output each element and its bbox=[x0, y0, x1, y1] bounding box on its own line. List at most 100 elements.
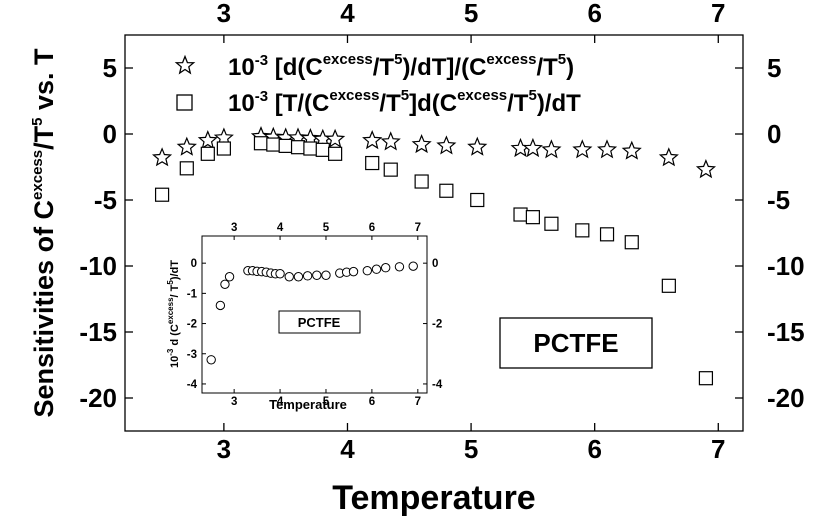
data-point-square bbox=[328, 146, 343, 161]
main-y-tick-label: 0 bbox=[103, 119, 117, 149]
data-point-star bbox=[467, 136, 488, 156]
inset-x-tick-label: 7 bbox=[415, 396, 421, 408]
data-point-square bbox=[303, 141, 318, 156]
data-point-square bbox=[575, 223, 590, 238]
data-point-star bbox=[572, 139, 593, 159]
inset-x-axis-label: Temperature bbox=[269, 397, 347, 412]
legend-square-marker bbox=[176, 94, 193, 111]
data-point-square bbox=[253, 136, 269, 151]
inset-data-point-circle bbox=[321, 270, 331, 280]
data-point-star bbox=[411, 134, 432, 154]
data-point-square bbox=[179, 161, 194, 176]
inset-data-point-circle bbox=[206, 355, 216, 365]
data-point-square bbox=[599, 227, 615, 242]
data-point-square bbox=[661, 278, 676, 293]
inset-y-tick-label-right: -4 bbox=[432, 379, 443, 391]
inset-data-point-circle bbox=[293, 272, 304, 282]
data-point-star bbox=[621, 140, 642, 160]
inset-annotation-label: PCTFE bbox=[298, 315, 341, 330]
inset-y-tick-label-right: -2 bbox=[432, 319, 442, 331]
data-point-square bbox=[544, 216, 559, 231]
main-annotation-label: PCTFE bbox=[533, 328, 618, 358]
data-point-square bbox=[470, 192, 485, 208]
inset-y-tick-label: -1 bbox=[187, 288, 198, 300]
main-x-tick-label: 6 bbox=[587, 434, 601, 464]
main-y-tick-label: -15 bbox=[79, 317, 117, 347]
main-x-tick-label: 4 bbox=[340, 434, 355, 464]
main-x-tick-label-top: 7 bbox=[711, 0, 725, 28]
main-y-tick-label: -20 bbox=[79, 383, 117, 413]
inset-annotation-box bbox=[278, 310, 361, 334]
inset-x-tick-label-top: 3 bbox=[231, 222, 237, 234]
data-point-square bbox=[200, 146, 215, 161]
inset-x-tick-label-top: 6 bbox=[369, 222, 375, 234]
legend-entry-sensitivity-star: 10-3 [d(Cexcess/T5)/dT]/(Cexcess/T5) bbox=[228, 51, 574, 81]
inset-y-tick-label: -2 bbox=[187, 319, 197, 331]
inset-data-point-circle bbox=[302, 271, 313, 281]
inset-data-point-circle bbox=[362, 266, 373, 276]
data-point-square bbox=[439, 183, 454, 198]
data-point-square bbox=[414, 174, 429, 189]
data-point-star bbox=[325, 128, 346, 148]
data-point-star bbox=[380, 131, 401, 151]
inset-data-point-circle bbox=[312, 270, 322, 280]
data-point-star bbox=[362, 130, 383, 150]
data-point-star bbox=[151, 147, 173, 167]
main-x-tick-label-top: 4 bbox=[340, 0, 355, 28]
main-y-tick-label: 5 bbox=[103, 53, 117, 83]
main-y-tick-label-right: 5 bbox=[767, 53, 781, 83]
inset-x-tick-label-top: 4 bbox=[277, 222, 284, 234]
main-annotation-box bbox=[499, 317, 653, 369]
inset-data-points bbox=[206, 261, 418, 365]
main-y-tick-label-right: -5 bbox=[767, 185, 790, 215]
inset-chart: 3 3 4 4 5 5 6 6 7 7 0 -1 -2 -3 -4 0 -2 -4 Temperature 10-… bbox=[166, 222, 443, 412]
inset-data-point-circle bbox=[348, 266, 359, 277]
legend-entry-sensitivity-square: 10-3 [T/(Cexcess/T5]d(Cexcess/T5)/dT bbox=[228, 87, 581, 117]
main-plot-frame bbox=[124, 34, 744, 432]
inset-data-point-circle bbox=[408, 261, 418, 271]
data-point-star bbox=[436, 135, 457, 155]
inset-x-tick-label: 4 bbox=[277, 396, 284, 408]
main-x-tick-label-top: 5 bbox=[464, 0, 478, 28]
data-point-square bbox=[290, 140, 306, 155]
main-y-axis-label: Sensitivities of Cexcess/T5 vs. T bbox=[29, 48, 59, 418]
data-point-square bbox=[266, 137, 281, 152]
inset-y-tick-label-right: 0 bbox=[432, 258, 438, 270]
inset-y-axis-label: 10-3 d (Cexcess/ T5)/dT bbox=[166, 260, 181, 368]
main-x-tick-label: 3 bbox=[217, 434, 231, 464]
main-x-tick-label: 5 bbox=[464, 434, 478, 464]
inset-data-point-circle bbox=[275, 269, 285, 279]
main-x-tick-label-top: 3 bbox=[217, 0, 231, 28]
data-point-star bbox=[522, 137, 543, 158]
inset-data-point-circle bbox=[284, 272, 294, 282]
inset-y-tick-label: -3 bbox=[187, 349, 197, 361]
inset-data-point-circle bbox=[215, 300, 226, 311]
data-point-square bbox=[383, 162, 398, 177]
data-point-square bbox=[698, 371, 714, 386]
data-point-square bbox=[216, 141, 231, 156]
main-x-tick-label: 7 bbox=[711, 434, 725, 464]
main-y-tick-label: -10 bbox=[79, 251, 117, 281]
inset-data-point-circle bbox=[394, 262, 405, 272]
main-y-tick-label-right: -10 bbox=[767, 251, 805, 281]
inset-x-tick-label: 3 bbox=[231, 396, 237, 408]
inset-x-tick-label-top: 5 bbox=[323, 222, 330, 234]
inset-data-point-circle bbox=[224, 272, 235, 282]
inset-axis-ticks: 3 3 4 4 5 5 6 6 7 7 0 -1 -2 -3 -4 0 -2 -4 bbox=[187, 222, 443, 408]
inset-data-point-circle bbox=[220, 279, 230, 290]
main-y-tick-label-right: 0 bbox=[767, 119, 781, 149]
data-point-star bbox=[658, 147, 679, 167]
inset-data-point-circle bbox=[371, 264, 382, 274]
data-point-star bbox=[176, 136, 197, 156]
data-point-square bbox=[278, 138, 293, 153]
main-y-tick-label: -5 bbox=[94, 185, 117, 215]
inset-y-tick-label: 0 bbox=[191, 258, 197, 270]
data-point-square bbox=[365, 155, 380, 171]
main-x-tick-label-top: 6 bbox=[587, 0, 601, 28]
main-y-tick-label-right: -20 bbox=[767, 383, 805, 413]
main-y-tick-label-right: -15 bbox=[767, 317, 805, 347]
data-point-square bbox=[315, 142, 330, 157]
data-point-square bbox=[154, 187, 170, 202]
inset-x-tick-label: 6 bbox=[369, 396, 375, 408]
